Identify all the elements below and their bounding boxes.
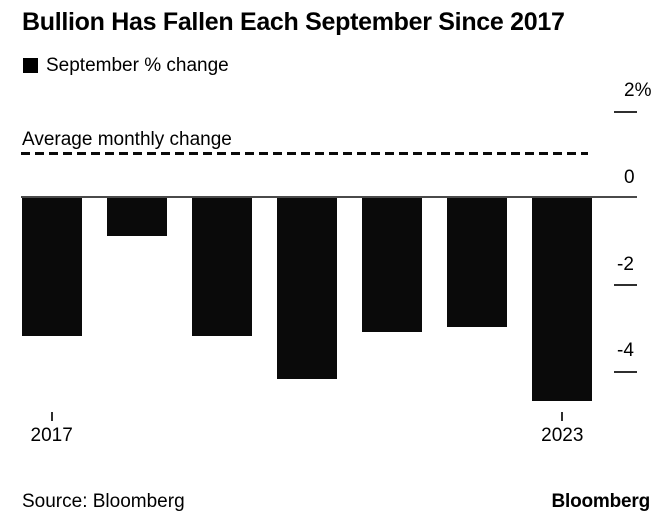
bloomberg-logo: Bloomberg (551, 491, 651, 512)
bar-2023 (532, 197, 593, 401)
zero-axis-line (21, 196, 637, 198)
y-axis-label--2: -2 (617, 253, 634, 275)
y-axis-label-0: 0 (624, 167, 635, 188)
average-monthly-change-line (21, 152, 588, 156)
legend-label: September % change (46, 55, 229, 76)
x-axis-label-2023: 2023 (541, 425, 584, 446)
y-axis-label-2%: 2% (624, 80, 652, 102)
bar-2022 (447, 197, 508, 328)
x-axis-label-2017: 2017 (30, 425, 73, 446)
y-axis-tick-2% (614, 110, 637, 113)
bar-2017 (21, 197, 82, 337)
x-axis-tick-2023 (561, 412, 564, 421)
y-axis-label--4: -4 (617, 340, 634, 362)
bar-2018 (106, 197, 167, 237)
bar-2020 (277, 197, 337, 380)
legend: September % change (23, 56, 229, 75)
bar-2019 (191, 197, 252, 337)
chart-title: Bullion Has Fallen Each September Since … (22, 8, 565, 36)
y-axis-tick--2 (614, 284, 637, 287)
x-axis-tick-2017 (50, 412, 53, 421)
legend-swatch-icon (23, 58, 38, 73)
y-axis-tick--4 (614, 370, 637, 373)
average-line-label: Average monthly change (22, 129, 232, 150)
source-credit: Source: Bloomberg (22, 491, 185, 512)
bar-2021 (362, 197, 423, 332)
